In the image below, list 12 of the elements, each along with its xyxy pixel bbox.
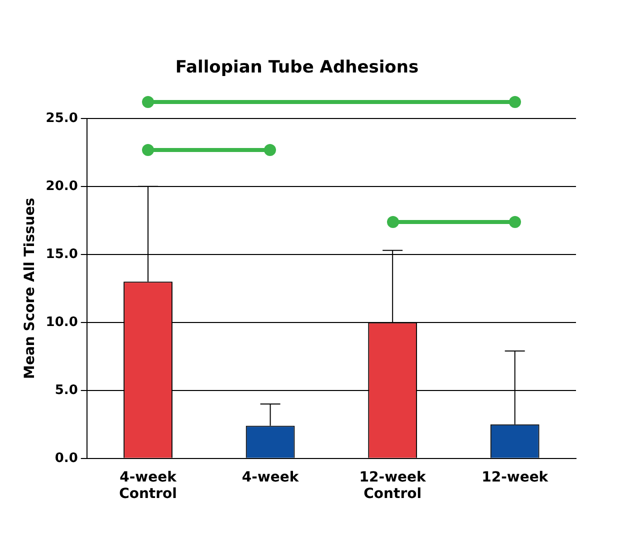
y-tick-label: 25.0 <box>46 110 78 126</box>
x-tick-label: 12-week Control <box>359 469 427 502</box>
y-tick-label: 0.0 <box>54 450 78 466</box>
chart-title: Fallopian Tube Adhesions <box>175 58 419 78</box>
y-axis-title: Mean Score All Tissues <box>22 198 38 379</box>
x-tick-label: 12-week <box>482 469 549 486</box>
x-tick-label: 4-week <box>242 469 300 486</box>
x-tick-label: 4-week Control <box>119 469 178 502</box>
y-tick-label: 5.0 <box>54 382 78 398</box>
y-tick-label: 10.0 <box>46 314 78 330</box>
y-tick-label: 15.0 <box>46 246 78 262</box>
y-tick-label: 20.0 <box>46 178 78 194</box>
